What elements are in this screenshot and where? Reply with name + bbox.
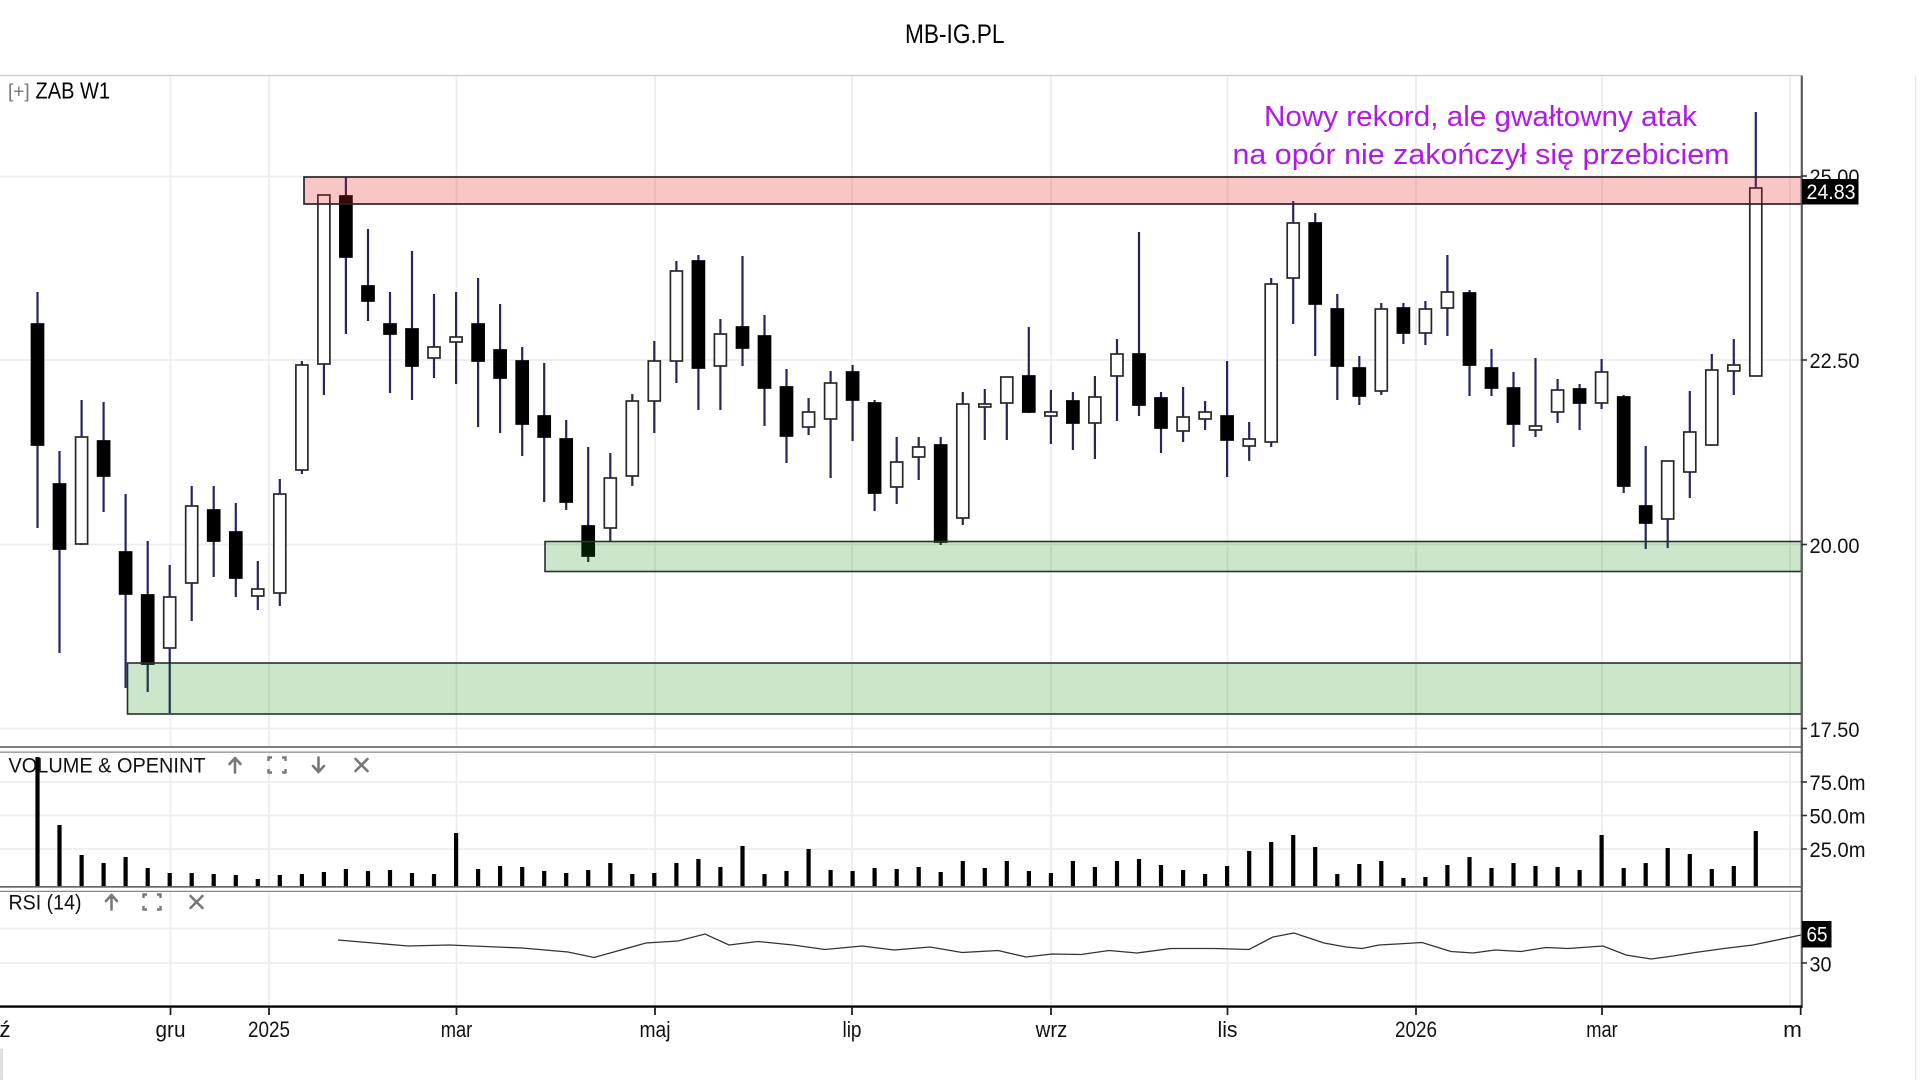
svg-text:25.0m: 25.0m	[1810, 838, 1866, 862]
svg-text:na opór nie zakończył się prze: na opór nie zakończył się przebiciem	[1233, 139, 1730, 171]
svg-text:24.83: 24.83	[1807, 180, 1856, 204]
svg-text:gru: gru	[156, 1017, 186, 1042]
svg-text:m: m	[1783, 1017, 1802, 1042]
svg-text:maj: maj	[640, 1017, 671, 1042]
svg-text:mar: mar	[441, 1017, 473, 1042]
svg-text:2025: 2025	[248, 1017, 290, 1042]
svg-text:65: 65	[1807, 923, 1828, 947]
svg-text:17.50: 17.50	[1810, 718, 1860, 742]
svg-text:lis: lis	[1218, 1017, 1238, 1042]
svg-text:mar: mar	[1586, 1017, 1618, 1042]
svg-text:Nowy rekord, ale gwałtowny ata: Nowy rekord, ale gwałtowny atak	[1264, 101, 1698, 133]
svg-text:75.0m: 75.0m	[1810, 771, 1866, 795]
svg-text:2026: 2026	[1395, 1017, 1437, 1042]
svg-text:30: 30	[1810, 952, 1832, 976]
svg-text:ZAB W1: ZAB W1	[36, 78, 111, 104]
svg-text:wrz: wrz	[1035, 1017, 1068, 1042]
svg-text:lip: lip	[843, 1017, 862, 1042]
svg-text:MB-IG.PL: MB-IG.PL	[905, 19, 1005, 49]
svg-text:50.0m: 50.0m	[1810, 804, 1866, 828]
svg-text:VOLUME & OPENINT: VOLUME & OPENINT	[9, 755, 206, 778]
svg-text:RSI (14): RSI (14)	[9, 892, 82, 915]
svg-text:[+]: [+]	[8, 82, 30, 103]
svg-text:20.00: 20.00	[1810, 534, 1860, 558]
svg-text:ź: ź	[0, 1017, 11, 1042]
svg-text:22.50: 22.50	[1810, 349, 1860, 373]
